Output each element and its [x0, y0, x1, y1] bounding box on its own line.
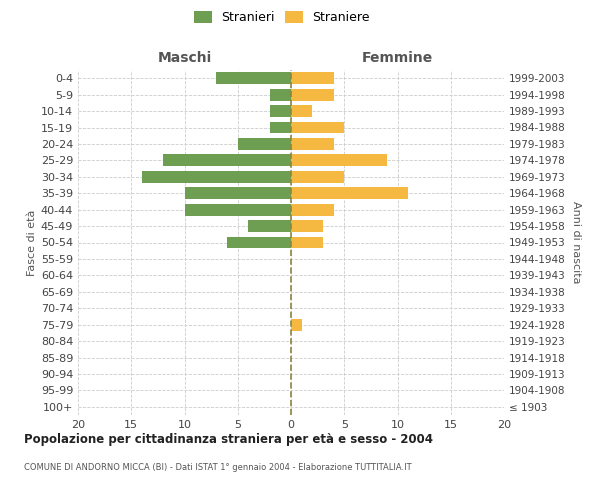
Bar [248, 220, 291, 232]
Bar [291, 138, 334, 150]
Bar [291, 188, 408, 199]
Bar [291, 105, 313, 117]
Bar [291, 154, 387, 166]
Bar [270, 88, 291, 101]
Bar [238, 138, 291, 150]
Y-axis label: Anni di nascita: Anni di nascita [571, 201, 581, 283]
Bar [291, 171, 344, 182]
Bar [163, 154, 291, 166]
Bar [291, 236, 323, 248]
Bar [270, 122, 291, 134]
Text: Popolazione per cittadinanza straniera per età e sesso - 2004: Popolazione per cittadinanza straniera p… [24, 432, 433, 446]
Bar [185, 188, 291, 199]
Text: Femmine: Femmine [362, 51, 433, 65]
Text: Maschi: Maschi [157, 51, 212, 65]
Legend: Stranieri, Straniere: Stranieri, Straniere [191, 8, 373, 26]
Bar [291, 72, 334, 84]
Bar [291, 204, 334, 216]
Y-axis label: Fasce di età: Fasce di età [26, 210, 37, 276]
Bar [291, 318, 302, 330]
Bar [291, 88, 334, 101]
Bar [291, 220, 323, 232]
Bar [142, 171, 291, 182]
Bar [227, 236, 291, 248]
Bar [291, 122, 344, 134]
Bar [270, 105, 291, 117]
Text: COMUNE DI ANDORNO MICCA (BI) - Dati ISTAT 1° gennaio 2004 - Elaborazione TUTTITA: COMUNE DI ANDORNO MICCA (BI) - Dati ISTA… [24, 462, 412, 471]
Bar [185, 204, 291, 216]
Bar [217, 72, 291, 84]
